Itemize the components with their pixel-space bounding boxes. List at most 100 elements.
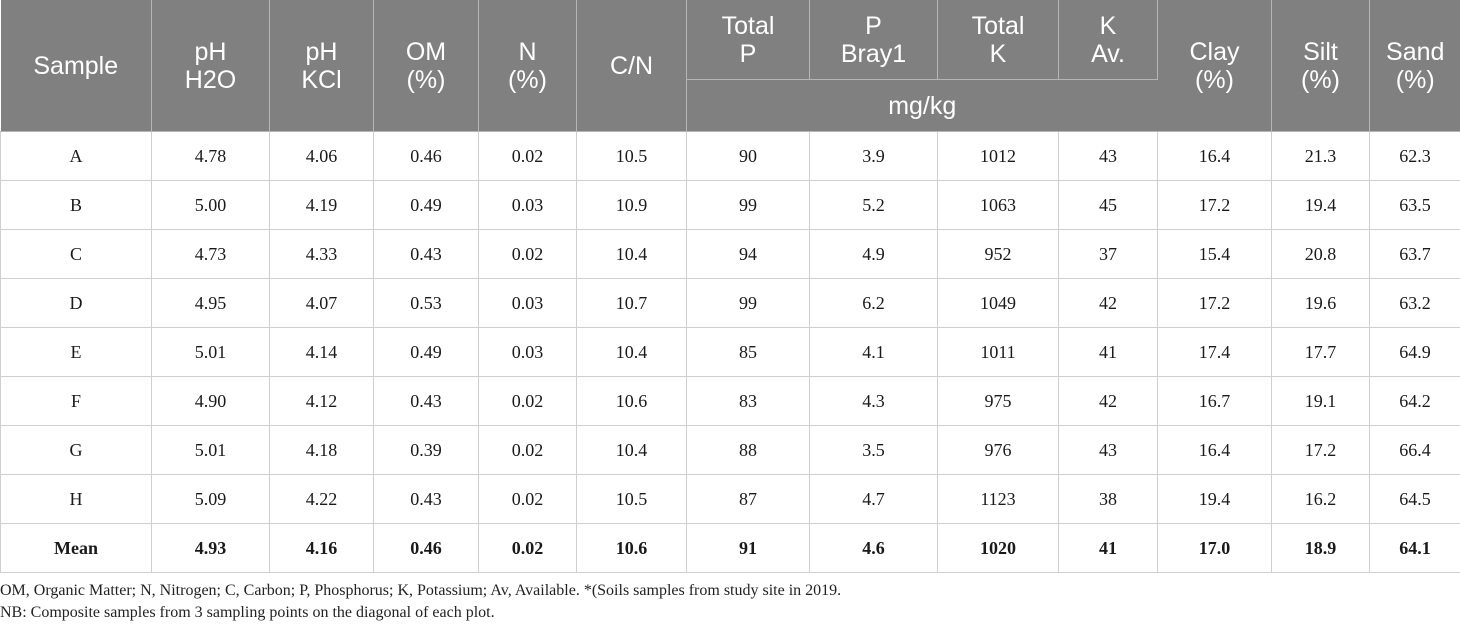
cell-clay: 17.0 — [1157, 523, 1272, 573]
cell-ph-kcl: 4.12 — [269, 376, 374, 426]
cell-silt: 16.2 — [1271, 474, 1370, 524]
cell-ph-kcl: 4.22 — [269, 474, 374, 524]
table-row: C 4.73 4.33 0.43 0.02 10.4 94 4.9 952 37 15.4 20.8 6… — [0, 229, 1460, 279]
cell-total-p: 83 — [686, 376, 810, 426]
cell-ph-h2o: 5.01 — [151, 425, 270, 475]
footnote-abbreviations: OM, Organic Matter; N, Nitrogen; C, Carb… — [0, 582, 842, 599]
cell-sample: Mean — [0, 523, 152, 573]
table-row: E 5.01 4.14 0.49 0.03 10.4 85 4.1 1011 41 17.4 17.7… — [0, 327, 1460, 377]
cell-ph-kcl: 4.18 — [269, 425, 374, 475]
cell-p-bray1: 4.7 — [809, 474, 938, 524]
header-sample: Sample — [0, 0, 152, 132]
table-row: D 4.95 4.07 0.53 0.03 10.7 99 6.2 1049 42 17.2 19.6… — [0, 278, 1460, 328]
cell-sample: G — [0, 425, 152, 475]
header-cn: C/N — [576, 0, 687, 132]
cell-p-bray1: 4.1 — [809, 327, 938, 377]
cell-k-av: 41 — [1058, 327, 1158, 377]
cell-om: 0.49 — [373, 327, 479, 377]
cell-sample: A — [0, 131, 152, 181]
cell-n: 0.02 — [478, 376, 577, 426]
cell-total-p: 88 — [686, 425, 810, 475]
table-row: G 5.01 4.18 0.39 0.02 10.4 88 3.5 976 43 16.4 17.2 6… — [0, 425, 1460, 475]
cell-ph-h2o: 4.73 — [151, 229, 270, 279]
cell-k-av: 42 — [1058, 278, 1158, 328]
cell-total-p: 90 — [686, 131, 810, 181]
cell-sample: F — [0, 376, 152, 426]
cell-cn: 10.5 — [576, 131, 687, 181]
cell-total-k: 1063 — [937, 180, 1059, 230]
cell-p-bray1: 3.9 — [809, 131, 938, 181]
cell-p-bray1: 4.3 — [809, 376, 938, 426]
cell-om: 0.53 — [373, 278, 479, 328]
cell-ph-h2o: 4.95 — [151, 278, 270, 328]
cell-ph-h2o: 5.01 — [151, 327, 270, 377]
cell-p-bray1: 5.2 — [809, 180, 938, 230]
cell-total-p: 94 — [686, 229, 810, 279]
cell-om: 0.46 — [373, 523, 479, 573]
cell-total-k: 975 — [937, 376, 1059, 426]
header-p-bray1: P Bray1 — [809, 0, 938, 80]
cell-cn: 10.6 — [576, 376, 687, 426]
cell-ph-kcl: 4.16 — [269, 523, 374, 573]
cell-sand: 63.5 — [1369, 180, 1460, 230]
cell-n: 0.02 — [478, 229, 577, 279]
cell-n: 0.03 — [478, 278, 577, 328]
cell-p-bray1: 6.2 — [809, 278, 938, 328]
footnote-nb: NB: Composite samples from 3 sampling po… — [0, 604, 495, 621]
table-row: F 4.90 4.12 0.43 0.02 10.6 83 4.3 975 42 16.7 19.1 6… — [0, 376, 1460, 426]
cell-cn: 10.4 — [576, 229, 687, 279]
cell-total-k: 1011 — [937, 327, 1059, 377]
header-ph-h2o: pH H2O — [151, 0, 270, 132]
table-footnotes: OM, Organic Matter; N, Nitrogen; C, Carb… — [0, 580, 841, 624]
cell-clay: 16.7 — [1157, 376, 1272, 426]
cell-om: 0.43 — [373, 376, 479, 426]
header-silt: Silt (%) — [1271, 0, 1370, 132]
cell-clay: 19.4 — [1157, 474, 1272, 524]
cell-k-av: 43 — [1058, 425, 1158, 475]
cell-clay: 17.2 — [1157, 278, 1272, 328]
cell-ph-h2o: 4.90 — [151, 376, 270, 426]
cell-total-p: 87 — [686, 474, 810, 524]
cell-ph-kcl: 4.14 — [269, 327, 374, 377]
cell-sand: 62.3 — [1369, 131, 1460, 181]
cell-total-p: 91 — [686, 523, 810, 573]
cell-clay: 17.4 — [1157, 327, 1272, 377]
cell-total-p: 99 — [686, 278, 810, 328]
cell-ph-h2o: 5.00 — [151, 180, 270, 230]
header-n: N (%) — [478, 0, 577, 132]
cell-silt: 18.9 — [1271, 523, 1370, 573]
cell-silt: 17.7 — [1271, 327, 1370, 377]
cell-sample: E — [0, 327, 152, 377]
table-row: H 5.09 4.22 0.43 0.02 10.5 87 4.7 1123 38 19.4 16.2… — [0, 474, 1460, 524]
cell-cn: 10.5 — [576, 474, 687, 524]
cell-k-av: 38 — [1058, 474, 1158, 524]
cell-p-bray1: 4.9 — [809, 229, 938, 279]
header-ph-kcl: pH KCl — [269, 0, 374, 132]
cell-total-k: 1020 — [937, 523, 1059, 573]
cell-ph-h2o: 5.09 — [151, 474, 270, 524]
header-unit-mg-kg: mg/kg — [686, 79, 1158, 132]
cell-sand: 64.5 — [1369, 474, 1460, 524]
cell-om: 0.46 — [373, 131, 479, 181]
cell-om: 0.49 — [373, 180, 479, 230]
header-total-p: Total P — [686, 0, 810, 80]
table-row: B 5.00 4.19 0.49 0.03 10.9 99 5.2 1063 45 17.2 19.4… — [0, 180, 1460, 230]
cell-om: 0.43 — [373, 229, 479, 279]
cell-n: 0.02 — [478, 474, 577, 524]
cell-om: 0.43 — [373, 474, 479, 524]
cell-p-bray1: 3.5 — [809, 425, 938, 475]
cell-om: 0.39 — [373, 425, 479, 475]
header-clay: Clay (%) — [1157, 0, 1272, 132]
cell-ph-kcl: 4.06 — [269, 131, 374, 181]
cell-sand: 63.7 — [1369, 229, 1460, 279]
cell-ph-kcl: 4.19 — [269, 180, 374, 230]
cell-silt: 19.4 — [1271, 180, 1370, 230]
cell-cn: 10.6 — [576, 523, 687, 573]
cell-total-k: 976 — [937, 425, 1059, 475]
cell-cn: 10.4 — [576, 425, 687, 475]
cell-sand: 64.9 — [1369, 327, 1460, 377]
cell-n: 0.02 — [478, 425, 577, 475]
cell-total-k: 1123 — [937, 474, 1059, 524]
cell-total-k: 952 — [937, 229, 1059, 279]
cell-silt: 19.6 — [1271, 278, 1370, 328]
